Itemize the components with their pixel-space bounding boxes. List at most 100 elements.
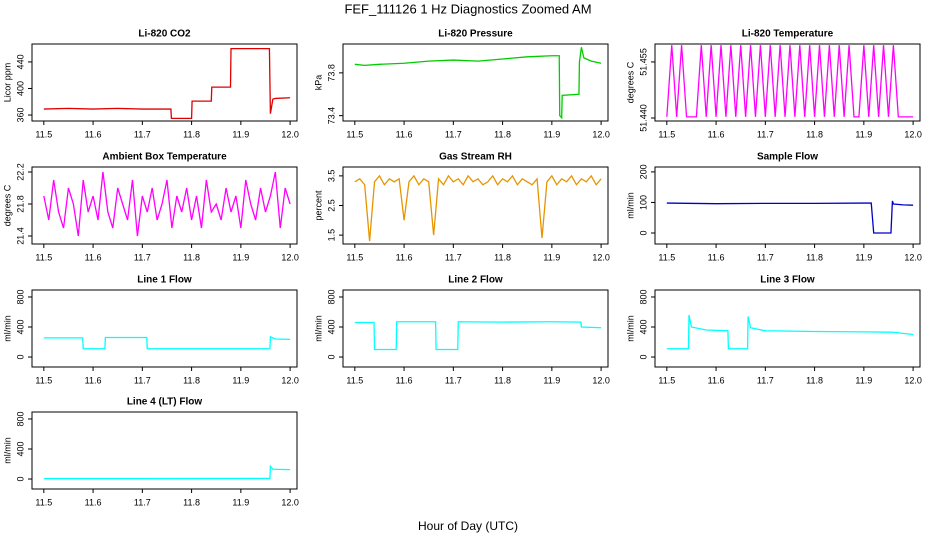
y-tick-label: 2.5 [326,199,336,212]
y-tick-label: 800 [638,289,648,304]
x-tick-label: 12.0 [592,252,610,262]
figure-title: FEF_111126 1 Hz Diagnostics Zoomed AM [344,1,591,16]
x-tick-label: 11.8 [183,375,200,385]
x-tick-label: 12.0 [592,375,610,385]
x-tick-label: 11.8 [183,252,200,262]
panel-title: Line 3 Flow [760,275,815,286]
y-tick-label: 400 [638,319,648,334]
y-tick-label: 200 [638,164,648,179]
y-axis-label: percent [313,190,323,221]
x-axis-label: Hour of Day (UTC) [418,519,518,533]
y-tick-label: 360 [15,108,25,123]
data-line [666,200,914,234]
x-tick-label: 11.9 [543,252,560,262]
x-tick-label: 11.5 [346,129,363,139]
y-axis-label: ml/min [625,315,635,342]
data-line [43,335,291,350]
x-tick-label: 11.6 [85,497,102,507]
x-tick-label: 11.5 [658,375,675,385]
panel-title: Li-820 CO2 [138,29,191,40]
x-tick-label: 11.6 [708,252,725,262]
x-tick-label: 11.8 [183,497,200,507]
data-line [666,314,914,350]
y-tick-label: 21.8 [15,195,25,213]
x-tick-label: 11.9 [543,375,560,385]
y-axis-label: degrees C [625,61,635,103]
data-line [354,47,602,120]
x-tick-label: 11.7 [445,375,462,385]
x-tick-label: 11.9 [543,129,560,139]
plot-box [31,289,298,368]
x-tick-label: 11.7 [757,375,774,385]
y-tick-label: 800 [15,289,25,304]
x-tick-label: 12.0 [904,375,922,385]
x-tick-label: 11.8 [806,252,823,262]
y-axis-label: degrees C [2,184,12,226]
y-tick-label: 400 [15,441,25,456]
x-tick-label: 11.6 [708,129,725,139]
y-tick-label: 0 [15,477,25,482]
plot-box [31,166,298,245]
x-tick-label: 11.6 [85,252,102,262]
x-tick-label: 11.5 [35,497,52,507]
x-tick-label: 12.0 [904,252,922,262]
x-tick-label: 11.5 [346,375,363,385]
plot-box [654,289,921,368]
x-tick-label: 11.5 [35,252,52,262]
y-tick-label: 800 [15,411,25,426]
x-tick-label: 12.0 [592,129,610,139]
x-tick-label: 11.5 [658,252,675,262]
x-tick-label: 11.9 [232,375,249,385]
x-tick-label: 11.6 [396,375,413,385]
plot-box [342,166,609,245]
y-tick-label: 3.5 [326,170,336,183]
x-tick-label: 11.9 [232,497,249,507]
y-axis-label: ml/min [625,192,635,219]
x-tick-label: 11.5 [346,252,363,262]
x-tick-label: 11.6 [396,129,413,139]
plot-box [342,289,609,368]
x-tick-label: 11.7 [757,129,774,139]
y-tick-label: 73.4 [326,107,336,125]
x-tick-label: 11.7 [757,252,774,262]
x-tick-label: 12.0 [281,252,299,262]
x-tick-label: 11.8 [806,375,823,385]
x-tick-label: 11.7 [134,497,151,507]
y-tick-label: 440 [15,54,25,69]
x-tick-label: 12.0 [281,375,299,385]
y-tick-label: 0 [638,230,648,235]
x-tick-label: 11.9 [855,375,872,385]
panel-title: Line 4 (LT) Flow [127,397,203,408]
x-tick-label: 11.5 [35,375,52,385]
x-tick-label: 11.9 [855,129,872,139]
y-axis-label: ml/min [2,315,12,342]
data-line [43,171,291,237]
x-tick-label: 11.7 [445,129,462,139]
y-tick-label: 22.2 [15,163,25,181]
data-line [666,45,914,118]
plot-box [31,411,298,490]
x-tick-label: 11.6 [396,252,413,262]
y-tick-label: 1.5 [326,229,336,242]
x-tick-label: 11.7 [134,129,151,139]
y-tick-label: 51.440 [638,104,648,132]
panel-title: Ambient Box Temperature [102,152,227,163]
x-tick-label: 12.0 [281,129,299,139]
y-tick-label: 800 [326,289,336,304]
y-tick-label: 400 [15,81,25,96]
x-tick-label: 11.7 [134,375,151,385]
x-tick-label: 11.9 [232,252,249,262]
panel-title: Li-820 Pressure [438,29,513,40]
x-tick-label: 11.8 [806,129,823,139]
x-tick-label: 11.8 [494,252,511,262]
plot-box [654,43,921,122]
x-tick-label: 12.0 [281,497,299,507]
panel-title: Line 2 Flow [448,275,503,286]
x-tick-label: 11.8 [494,375,511,385]
data-line [43,464,291,480]
x-tick-label: 11.6 [708,375,725,385]
panel-title: Line 1 Flow [137,275,192,286]
x-tick-label: 11.8 [183,129,200,139]
